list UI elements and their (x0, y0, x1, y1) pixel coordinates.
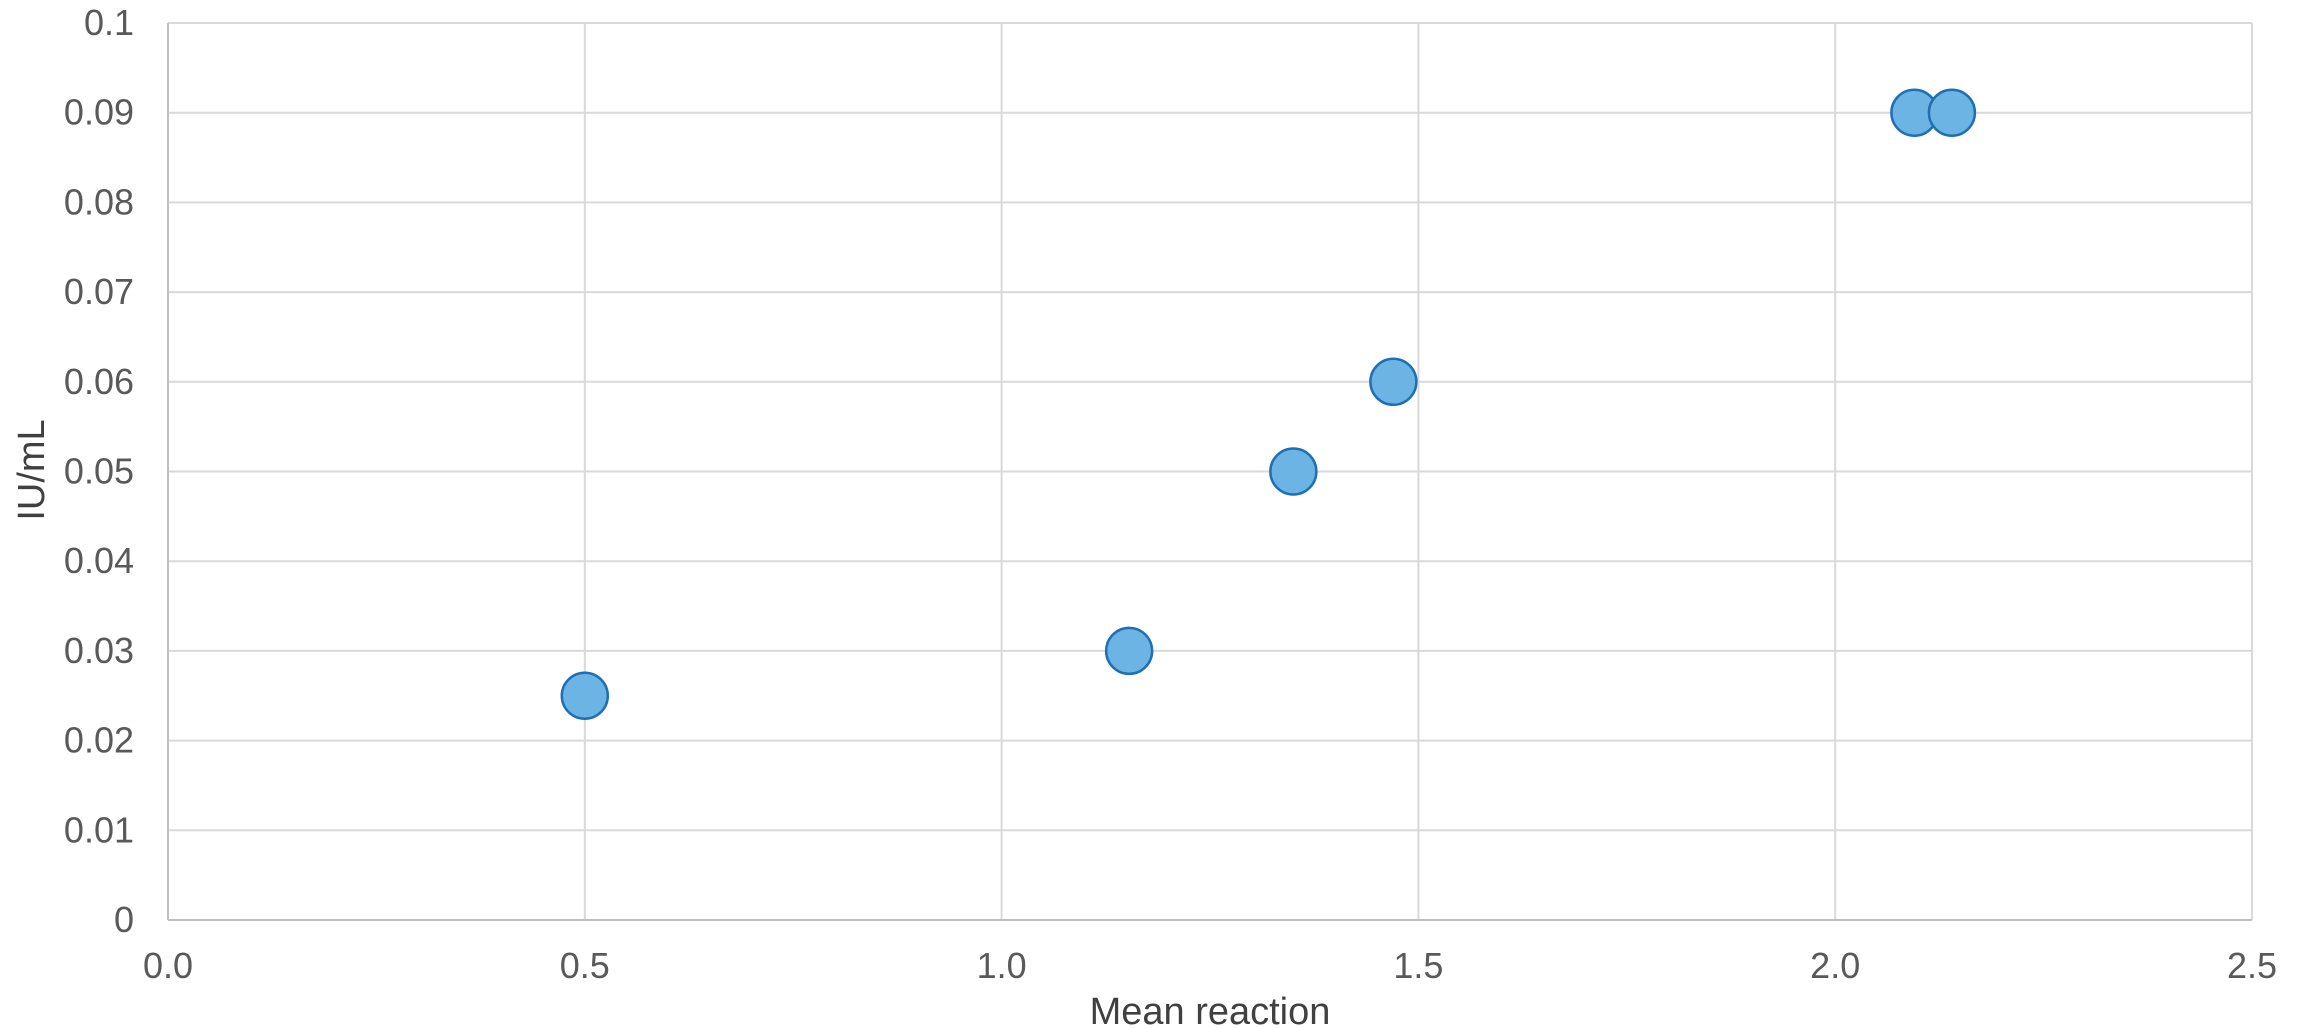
y-tick-label: 0.03 (64, 630, 134, 671)
data-points (560, 88, 1977, 720)
x-axis-title: Mean reaction (1090, 991, 1331, 1028)
y-tick-labels: 0 0.01 0.02 0.03 0.04 0.05 0.06 0.07 0.08 0.09 0.1 (64, 2, 134, 940)
y-tick-label: 0.08 (64, 181, 134, 222)
data-point (560, 671, 610, 720)
y-tick-label: 0.1 (84, 2, 134, 43)
axis-layer (167, 23, 2252, 921)
y-tick-label: 0.09 (64, 92, 134, 133)
x-tick-label: 2.5 (2227, 945, 2277, 986)
grid-layer (168, 22, 2253, 920)
y-tick-label: 0 (114, 899, 134, 940)
data-point (1369, 357, 1418, 407)
data-point (1927, 88, 1977, 137)
x-tick-label: 2.0 (1810, 945, 1860, 986)
x-tick-label: 1.5 (1393, 945, 1443, 986)
x-tick-label: 0.0 (143, 945, 193, 986)
x-tick-labels: 0.0 0.5 1.0 1.5 2.0 2.5 (143, 945, 2277, 986)
y-tick-label: 0.04 (64, 540, 134, 581)
y-tick-label: 0.05 (64, 451, 134, 492)
data-point (1104, 626, 1154, 676)
y-axis-title: IU/mL (11, 419, 53, 520)
y-tick-label: 0.07 (64, 271, 134, 312)
x-tick-label: 0.5 (560, 945, 610, 986)
y-tick-label: 0.06 (64, 361, 134, 402)
y-tick-label: 0.01 (64, 809, 134, 850)
data-point (1269, 447, 1318, 496)
x-tick-label: 1.0 (977, 945, 1027, 986)
y-tick-label: 0.02 (64, 720, 134, 761)
